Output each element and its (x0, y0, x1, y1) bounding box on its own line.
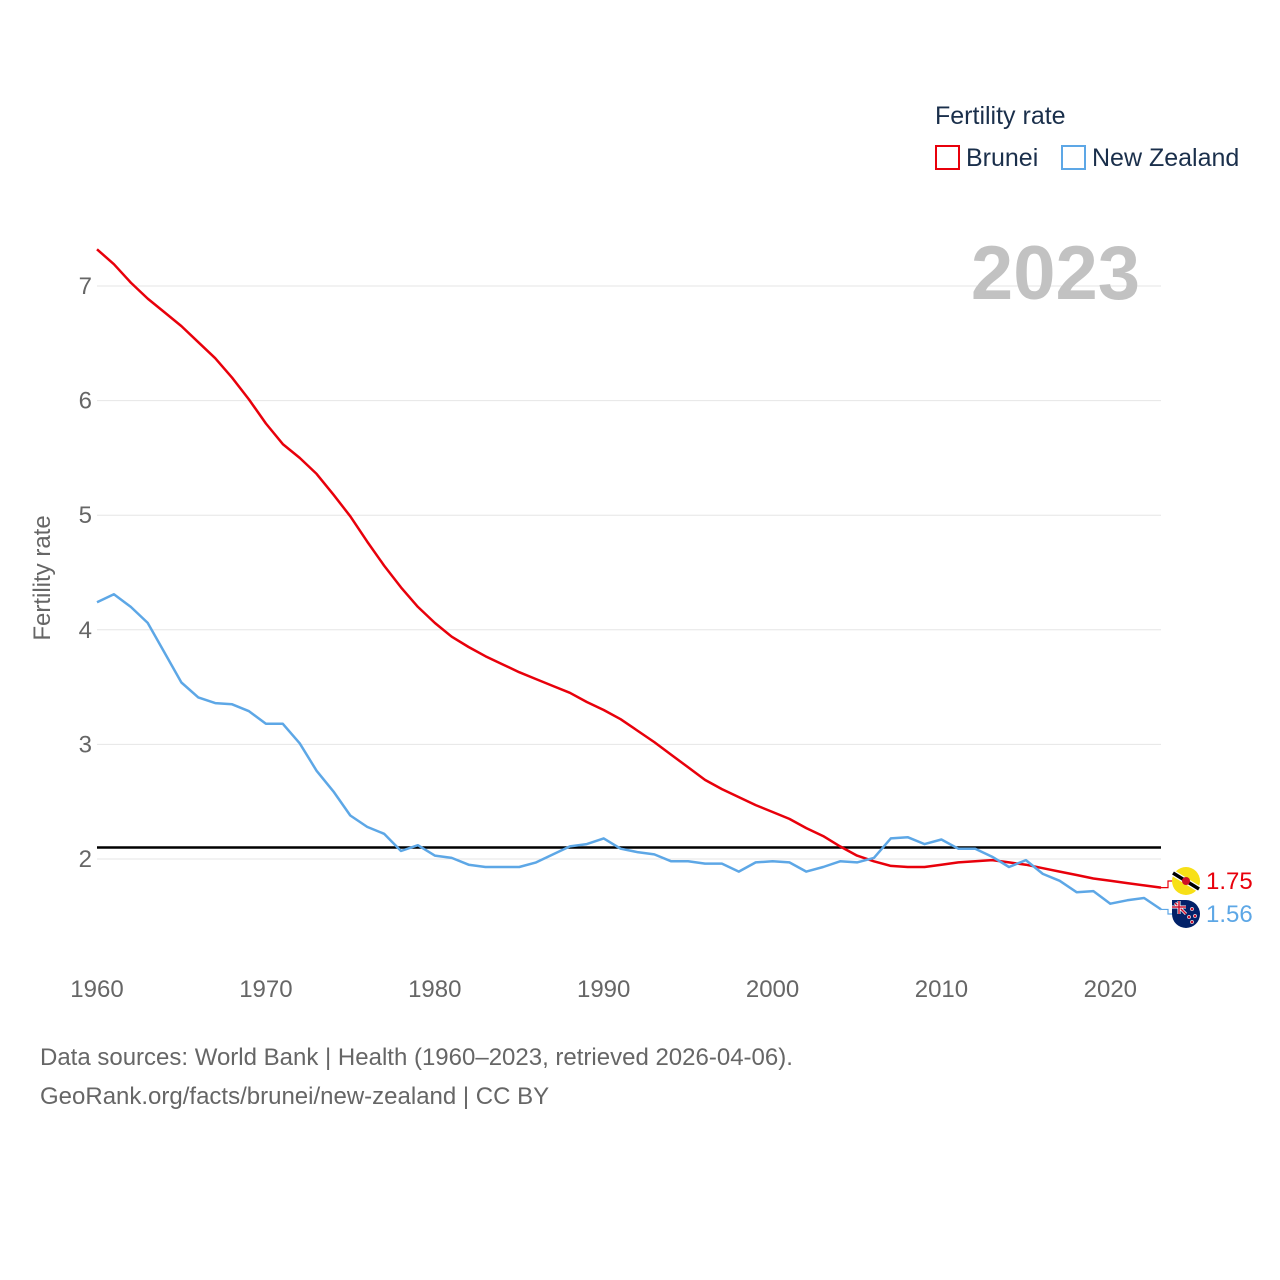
y-tick-label: 4 (79, 617, 92, 644)
end-value-label-new-zealand: 1.56 (1206, 901, 1253, 928)
legend: Fertility rate Brunei New Zealand (935, 102, 1239, 172)
y-tick-label: 7 (79, 273, 92, 300)
series-line-new-zealand (96, 593, 1162, 911)
end-labels: 1.75 1.56 (1161, 867, 1253, 928)
footer-sources: Data sources: World Bank | Health (1960–… (40, 1044, 793, 1071)
x-tick-label: 1980 (408, 976, 461, 1003)
end-connector-brunei (1161, 880, 1175, 889)
y-axis-ticks: 2 3 4 5 6 7 (79, 273, 92, 873)
legend-label-brunei: Brunei (966, 144, 1038, 172)
x-tick-label: 1970 (239, 976, 292, 1003)
end-value-label-brunei: 1.75 (1206, 868, 1253, 895)
brunei-flag-icon (1171, 867, 1201, 895)
x-tick-label: 2020 (1084, 976, 1137, 1003)
x-tick-label: 2000 (746, 976, 799, 1003)
y-tick-label: 5 (79, 502, 92, 529)
new-zealand-flag-icon (1172, 900, 1200, 928)
legend-label-new-zealand: New Zealand (1092, 144, 1239, 172)
legend-swatch-brunei (935, 145, 960, 170)
series-line-brunei (96, 248, 1162, 889)
y-axis-title: Fertility rate (29, 515, 56, 640)
end-connector-new-zealand (1161, 908, 1175, 915)
y-tick-label: 3 (79, 731, 92, 758)
x-tick-label: 1990 (577, 976, 630, 1003)
footer-attribution[interactable]: GeoRank.org/facts/brunei/new-zealand | C… (40, 1083, 550, 1110)
legend-title: Fertility rate (935, 102, 1066, 130)
x-tick-label: 1960 (70, 976, 123, 1003)
legend-swatch-new-zealand (1061, 145, 1086, 170)
x-tick-label: 2010 (915, 976, 968, 1003)
y-tick-label: 2 (79, 846, 92, 873)
grid-lines (97, 285, 1161, 860)
year-watermark: 2023 (971, 231, 1140, 316)
series-lines (96, 248, 1162, 911)
x-axis-ticks: 1960 1970 1980 1990 2000 2010 2020 (70, 976, 1137, 1003)
y-tick-label: 6 (79, 388, 92, 415)
